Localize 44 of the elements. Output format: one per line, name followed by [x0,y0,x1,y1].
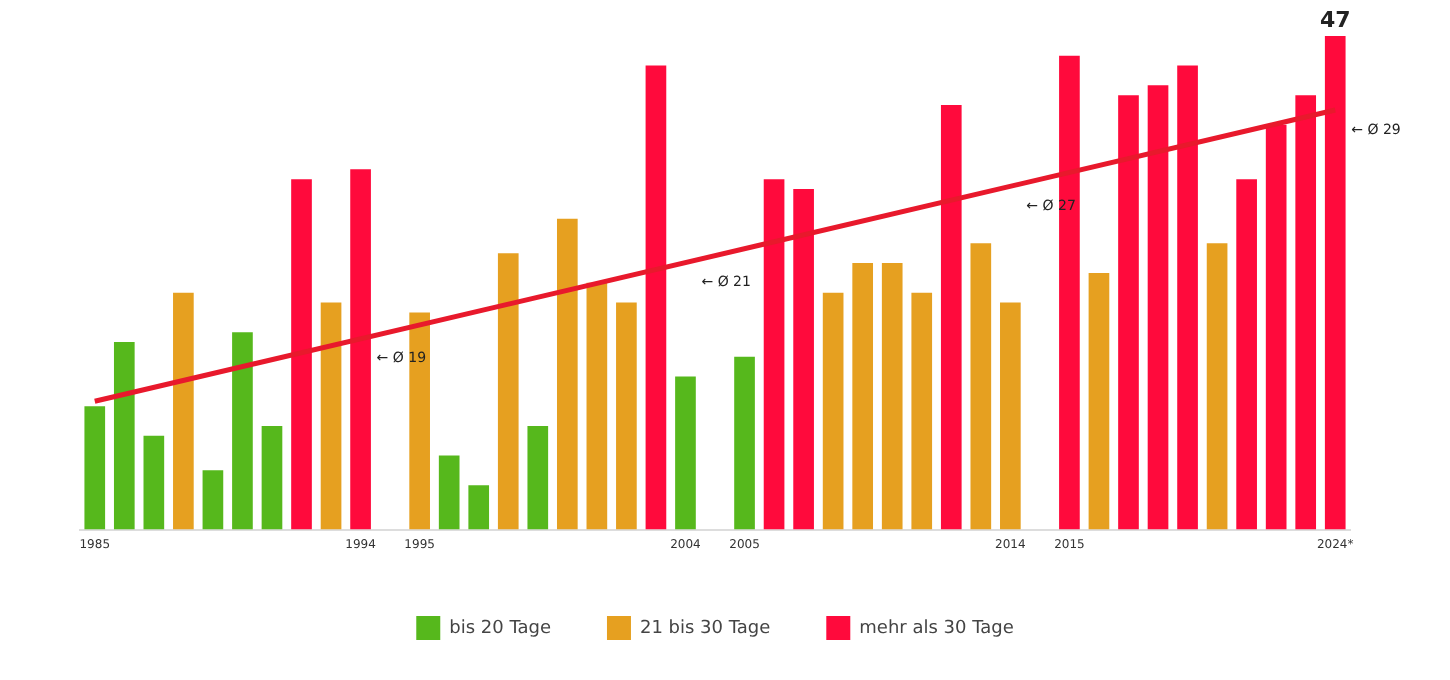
bar [734,356,755,530]
bar [1059,55,1080,530]
bar [616,302,637,530]
bar [202,470,224,530]
bar [793,189,814,530]
bar [1324,36,1346,530]
bar [497,253,519,530]
bar [940,105,962,530]
bar [527,425,549,530]
bar [763,179,785,530]
bar [1118,95,1139,530]
bar [468,485,490,530]
bar [586,282,608,530]
bar [1236,179,1257,530]
bar [113,342,135,530]
bar [232,332,253,530]
bar [852,263,874,530]
bar [645,65,667,530]
bar [556,218,578,530]
legend-label: bis 20 Tage [449,618,552,639]
bar [409,312,430,530]
bar [261,425,283,530]
bar [320,302,342,530]
bar [911,292,933,530]
bar [1265,124,1287,530]
bar [84,406,106,530]
bar [970,243,992,530]
bar [143,435,165,530]
bar [822,292,844,530]
bar [173,292,194,530]
bar [1147,85,1169,530]
legend-label: 21 bis 30 Tage [639,618,772,639]
bar [1000,302,1021,530]
bar [881,263,903,530]
bar [675,376,696,530]
bar [1206,243,1228,530]
bar [1295,95,1317,530]
bar [1088,272,1110,530]
bar [291,179,312,530]
legend-label: mehr als 30 Tage [859,618,1015,639]
annotation: 47 [1319,6,1351,33]
bar [438,455,460,530]
bar [350,169,371,530]
bar [1177,65,1198,530]
